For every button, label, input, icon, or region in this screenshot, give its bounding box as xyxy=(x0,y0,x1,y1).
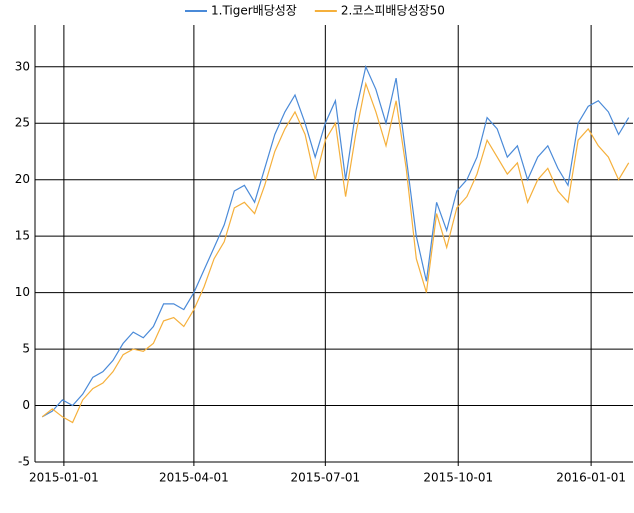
x-tick-label: 2015-10-01 xyxy=(423,471,493,485)
y-tick-label: 25 xyxy=(15,116,30,130)
x-tick-label: 2015-07-01 xyxy=(290,471,360,485)
y-tick-label: -5 xyxy=(18,455,30,469)
y-tick-label: 5 xyxy=(22,342,30,356)
series-line xyxy=(41,81,630,424)
series-line xyxy=(41,64,630,418)
x-tick-label: 2015-04-01 xyxy=(159,471,229,485)
legend-label: 2.코스피배당성장50 xyxy=(341,4,445,18)
x-tick-label: 2015-01-01 xyxy=(29,471,99,485)
y-tick-label: 30 xyxy=(15,59,30,73)
y-tick-label: 20 xyxy=(15,172,30,186)
y-tick-label: 0 xyxy=(22,398,30,412)
x-tick-label: 2016-01-01 xyxy=(556,471,626,485)
y-tick-label: 15 xyxy=(15,229,30,243)
legend-label: 1.Tiger배당성장 xyxy=(211,4,297,18)
y-tick-label: 10 xyxy=(15,285,30,299)
